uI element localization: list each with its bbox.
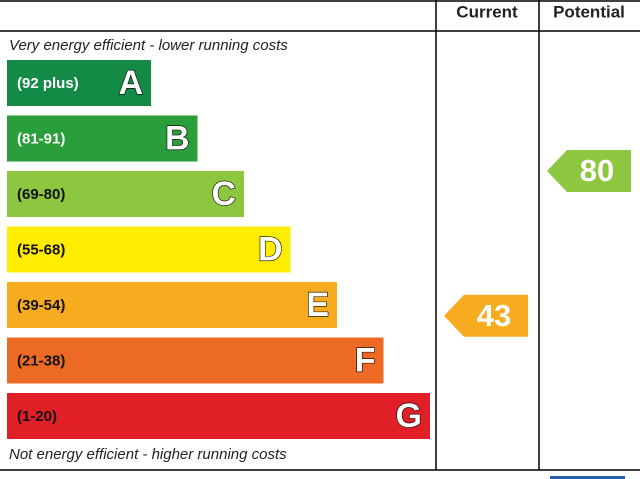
- band-letter: B: [165, 119, 190, 157]
- current-header: Current: [456, 2, 518, 21]
- band-bar: [7, 115, 198, 162]
- band-range: (21-38): [17, 352, 65, 369]
- band-bar: [7, 282, 337, 328]
- band-letter: F: [355, 341, 376, 379]
- current-arrow: [444, 294, 528, 337]
- band-bar: [7, 393, 430, 439]
- potential-header: Potential: [553, 2, 625, 21]
- band-letter: A: [118, 64, 143, 102]
- band-letter: D: [258, 230, 283, 268]
- band-range: (1-20): [17, 408, 57, 425]
- bottom-note: Not energy efficient - higher running co…: [9, 446, 287, 463]
- potential-score: 80: [580, 153, 614, 188]
- potential-arrow: [547, 150, 631, 192]
- band-bar: [7, 226, 291, 273]
- band-range: (39-54): [17, 297, 65, 314]
- band-letter: C: [211, 175, 236, 213]
- decor-bar: [550, 476, 625, 479]
- band-range: (55-68): [17, 241, 65, 258]
- top-note: Very energy efficient - lower running co…: [9, 37, 288, 54]
- band-bar: [7, 171, 244, 217]
- band-bar: [7, 60, 151, 106]
- band-letter: E: [306, 286, 329, 324]
- band-letter: G: [396, 397, 422, 435]
- band-range: (69-80): [17, 186, 65, 203]
- band-bar: [7, 337, 384, 384]
- current-score: 43: [477, 298, 511, 333]
- band-range: (81-91): [17, 130, 65, 147]
- band-range: (92 plus): [17, 75, 79, 92]
